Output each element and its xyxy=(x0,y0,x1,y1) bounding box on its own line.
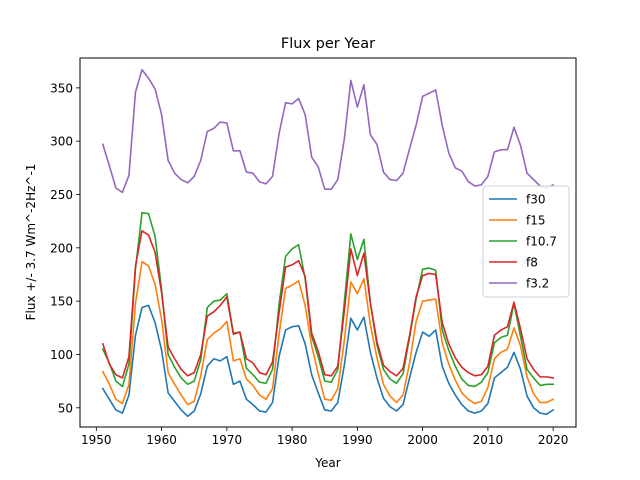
legend-label: f8 xyxy=(526,256,538,270)
chart-title: Flux per Year xyxy=(281,36,375,52)
y-tick-label: 50 xyxy=(58,401,73,415)
x-tick-label: 1950 xyxy=(81,433,112,447)
y-tick-label: 200 xyxy=(50,241,73,255)
legend-label: f15 xyxy=(526,214,546,228)
x-tick-label: 1970 xyxy=(212,433,243,447)
x-tick-label: 2000 xyxy=(407,433,438,447)
x-tick-label: 2020 xyxy=(538,433,569,447)
x-axis-label: Year xyxy=(314,456,340,470)
series-line-f3-2 xyxy=(101,68,555,194)
y-tick-label: 300 xyxy=(50,135,73,149)
legend-label: f10.7 xyxy=(526,235,557,249)
y-tick-label: 350 xyxy=(50,81,73,95)
y-axis: 50 100 150 200 250 300 350 xyxy=(50,81,80,415)
x-tick-label: 1980 xyxy=(277,433,308,447)
x-tick-label: 1990 xyxy=(342,433,373,447)
legend-label: f30 xyxy=(526,193,546,207)
series-line-f10-7 xyxy=(101,211,554,388)
legend: f30 f15 f10.7 f8 f3.2 xyxy=(482,185,570,298)
y-axis-label: Flux +/- 3.7 Wm^-2Hz^-1 xyxy=(24,164,38,321)
legend-box xyxy=(482,185,570,298)
series-lines xyxy=(101,68,555,418)
series-line-f15 xyxy=(101,260,555,406)
y-tick-label: 150 xyxy=(50,295,73,309)
plot-frame xyxy=(79,57,577,428)
series-line-f30 xyxy=(101,304,555,418)
legend-label: f3.2 xyxy=(526,277,549,291)
x-tick-label: 2010 xyxy=(473,433,504,447)
x-axis: 1950 1960 1970 1980 1990 2000 2010 2020 xyxy=(81,427,568,447)
y-tick-label: 250 xyxy=(50,188,73,202)
series-line-f8 xyxy=(101,229,555,379)
y-tick-label: 100 xyxy=(50,348,73,362)
x-tick-label: 1960 xyxy=(146,433,177,447)
